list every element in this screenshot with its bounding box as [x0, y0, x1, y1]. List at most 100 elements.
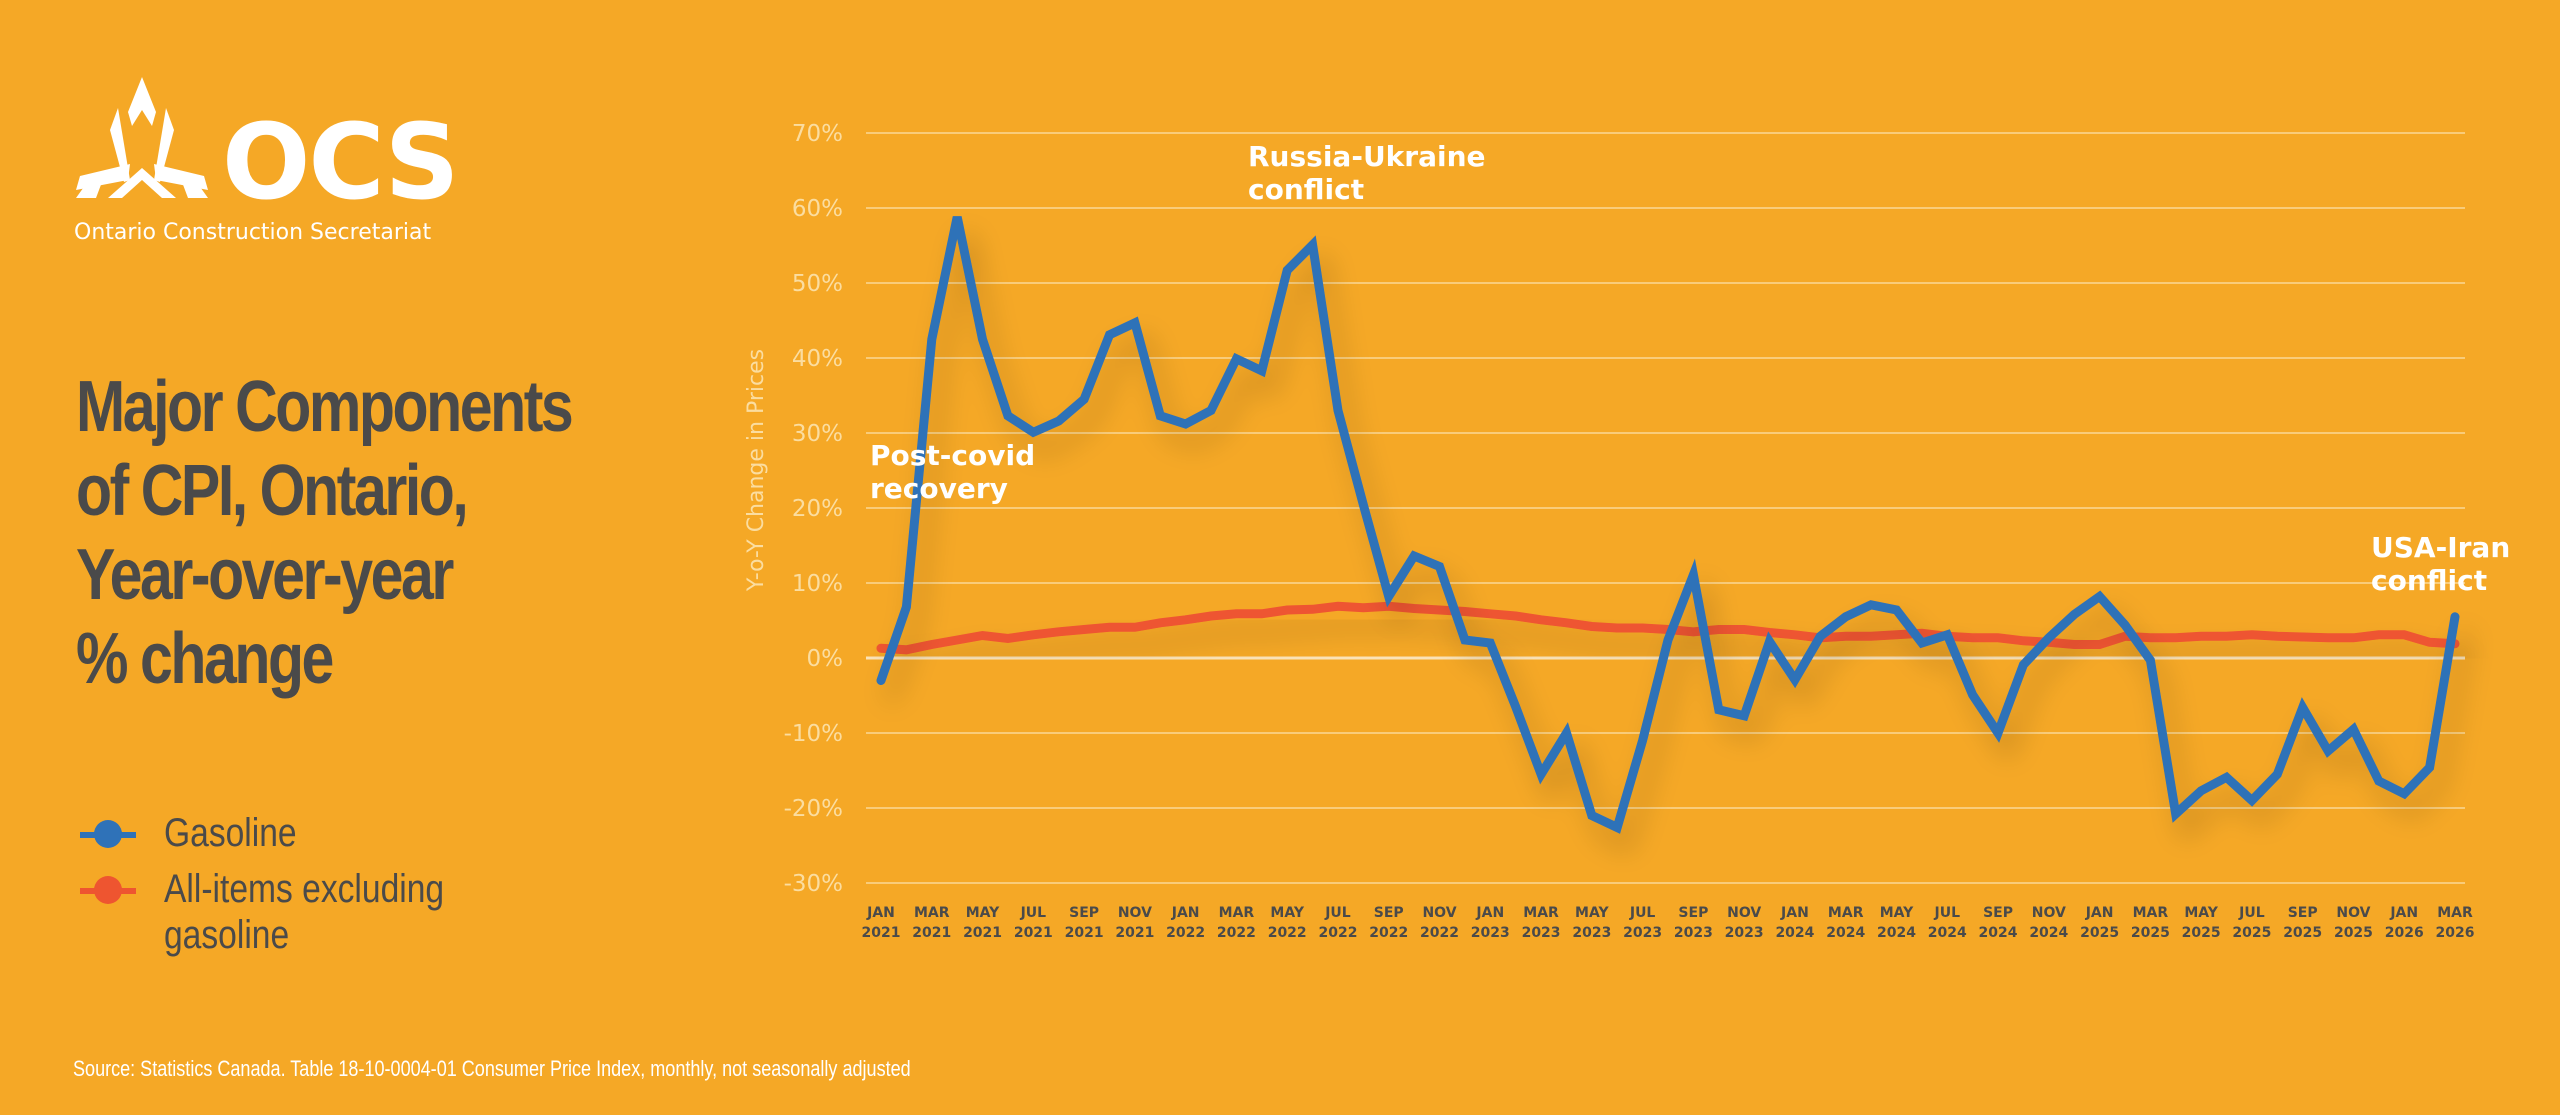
x-tick-month: MAY: [1270, 905, 1304, 921]
y-tick-label: 0%: [807, 646, 844, 672]
x-tick-year: 2021: [963, 925, 1002, 941]
series-lines: [876, 216, 2460, 834]
x-tick-month: NOV: [1422, 905, 1456, 921]
x-tick-year: 2021: [1065, 925, 1104, 941]
x-tick-year: 2026: [2385, 925, 2424, 941]
x-tick-label: SEP 2025: [2283, 905, 2322, 941]
x-tick-month: NOV: [2032, 905, 2066, 921]
annotation-line: Post-covid: [870, 439, 1035, 472]
annotation-line: recovery: [870, 472, 1008, 505]
y-tick-label: -30%: [784, 871, 843, 897]
x-tick-month: SEP: [1983, 905, 2013, 921]
x-tick-year: 2022: [1166, 925, 1205, 941]
x-tick-month: NOV: [1118, 905, 1152, 921]
x-tick-label: MAR 2021: [912, 905, 951, 941]
x-tick-year: 2023: [1725, 925, 1764, 941]
x-tick-year: 2025: [2334, 925, 2373, 941]
x-tick-label: SEP 2023: [1674, 905, 1713, 941]
logo-wordmark: OCS: [222, 101, 460, 223]
x-tick-label: SEP 2022: [1369, 905, 1408, 941]
x-tick-month: SEP: [1374, 905, 1404, 921]
title-line: of CPI, Ontario,: [76, 451, 469, 531]
annotation-line: conflict: [2371, 564, 2487, 597]
x-tick-month: MAY: [2184, 905, 2218, 921]
x-tick-month: MAR: [1523, 905, 1559, 921]
x-tick-label: JAN 2026: [2385, 905, 2424, 941]
y-tick-label: 70%: [792, 121, 843, 147]
x-tick-month: SEP: [2288, 905, 2318, 921]
x-tick-year: 2021: [862, 925, 901, 941]
x-tick-year: 2026: [2436, 925, 2475, 941]
x-tick-month: JAN: [1171, 905, 1200, 921]
x-tick-month: MAY: [966, 905, 1000, 921]
x-tick-month: JAN: [866, 905, 895, 921]
x-tick-year: 2025: [2182, 925, 2221, 941]
x-tick-label: MAY 2022: [1268, 905, 1307, 941]
ocs-logo: OCS Ontario Construction Secretariat: [72, 72, 492, 252]
x-tick-year: 2021: [1014, 925, 1053, 941]
x-tick-year: 2025: [2131, 925, 2170, 941]
title-line: Year-over-year: [76, 535, 454, 615]
x-tick-month: SEP: [1678, 905, 1708, 921]
x-tick-year: 2024: [1826, 925, 1865, 941]
x-tick-year: 2025: [2080, 925, 2119, 941]
annotation-line: Russia-Ukraine: [1248, 140, 1486, 173]
x-tick-label: NOV 2023: [1725, 905, 1764, 941]
x-tick-month: NOV: [1727, 905, 1761, 921]
x-tick-label: NOV 2022: [1420, 905, 1459, 941]
title-line: % change: [76, 619, 334, 699]
x-tick-label: JAN 2021: [862, 905, 901, 941]
x-tick-label: JAN 2023: [1471, 905, 1510, 941]
x-tick-label: JUL 2021: [1014, 905, 1053, 941]
x-tick-month: JUL: [1020, 905, 1047, 921]
x-tick-year: 2025: [2232, 925, 2271, 941]
x-tick-month: SEP: [1069, 905, 1099, 921]
x-tick-month: JUL: [1629, 905, 1656, 921]
x-tick-label: MAY 2025: [2182, 905, 2221, 941]
x-tick-month: JAN: [2389, 905, 2418, 921]
x-tick-month: MAR: [1219, 905, 1255, 921]
y-tick-label: 20%: [792, 496, 843, 522]
source-note: Source: Statistics Canada. Table 18-10-0…: [73, 1056, 911, 1081]
x-tick-year: 2022: [1268, 925, 1307, 941]
y-tick-label: 60%: [792, 196, 843, 222]
gridlines: [866, 132, 2465, 884]
annotation-line: USA-Iran: [2371, 531, 2510, 564]
y-tick-label: 30%: [792, 421, 843, 447]
x-tick-month: NOV: [2336, 905, 2370, 921]
x-tick-label: JUL 2022: [1318, 905, 1357, 941]
x-tick-year: 2021: [1115, 925, 1154, 941]
x-tick-label: JUL 2023: [1623, 905, 1662, 941]
x-tick-year: 2022: [1318, 925, 1357, 941]
x-tick-label: MAR 2024: [1826, 905, 1865, 941]
x-tick-label: JAN 2024: [1775, 905, 1814, 941]
x-tick-label: MAY 2024: [1877, 905, 1916, 941]
x-tick-month: JAN: [1475, 905, 1504, 921]
x-tick-month: MAY: [1880, 905, 1914, 921]
annotation-line: conflict: [1248, 173, 1364, 206]
x-tick-month: MAR: [2437, 905, 2473, 921]
x-tick-year: 2024: [1979, 925, 2018, 941]
x-tick-month: MAR: [914, 905, 950, 921]
x-tick-label: MAR 2022: [1217, 905, 1256, 941]
x-tick-month: JUL: [2238, 905, 2265, 921]
x-tick-month: JUL: [1934, 905, 1961, 921]
chart-title: Major Components of CPI, Ontario, Year-o…: [76, 365, 574, 701]
x-tick-year: 2024: [1775, 925, 1814, 941]
legend-marker-icon: [80, 820, 136, 848]
x-tick-year: 2021: [912, 925, 951, 941]
organization-name: Ontario Construction Secretariat: [74, 220, 432, 245]
y-tick-label: 40%: [792, 346, 843, 372]
x-tick-label: MAR 2026: [2436, 905, 2475, 941]
x-tick-label: NOV 2021: [1115, 905, 1154, 941]
x-tick-label: NOV 2024: [2029, 905, 2068, 941]
ocs-triangle-logo-icon: [76, 77, 208, 198]
x-tick-year: 2022: [1369, 925, 1408, 941]
series-line-gasoline: [876, 216, 2460, 834]
y-axis-ticks: 70% 60% 50% 40% 30% 20% 10% 0% -10% -20% -30%: [784, 121, 843, 897]
x-tick-label: MAY 2023: [1572, 905, 1611, 941]
